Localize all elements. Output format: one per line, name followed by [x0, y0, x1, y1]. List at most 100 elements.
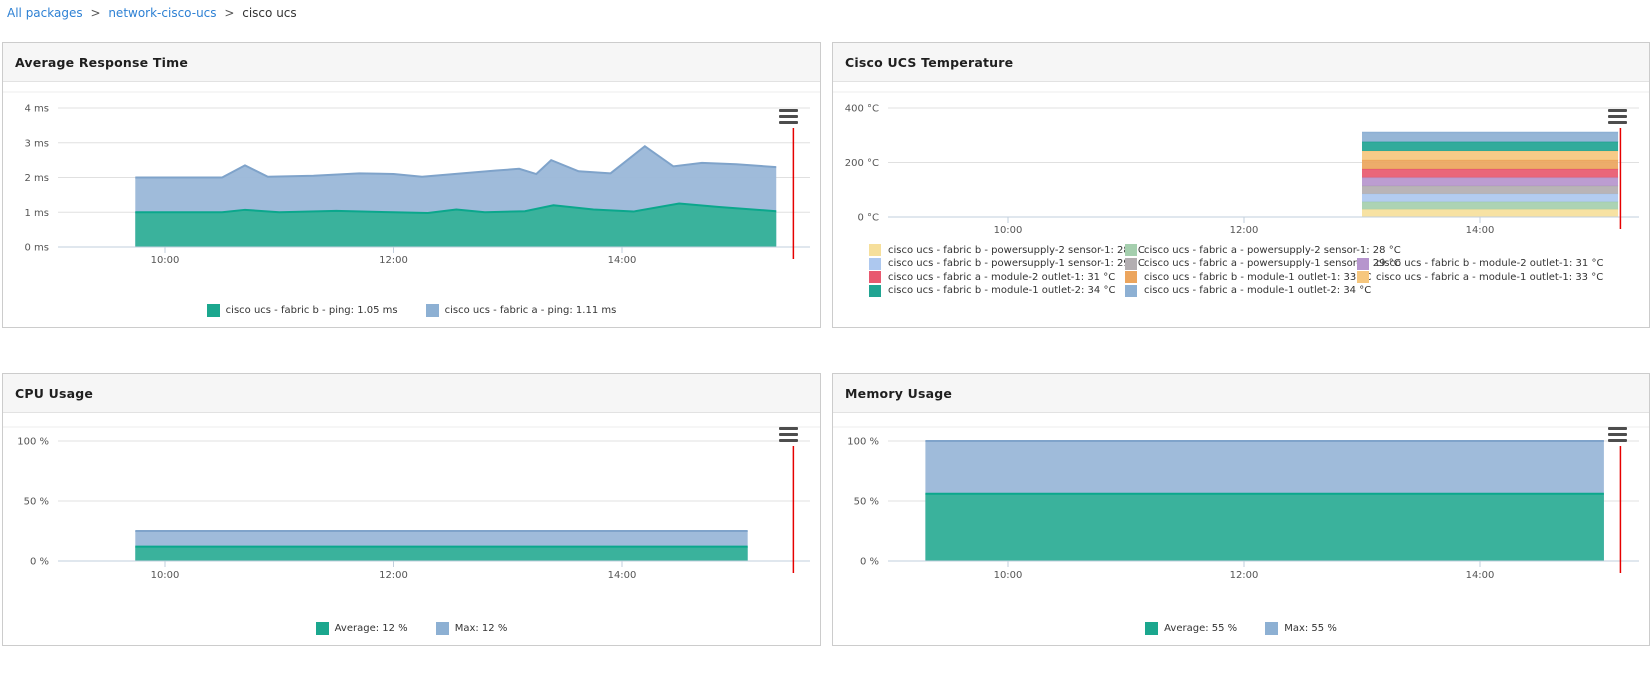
legend-item: Average: 12 %: [315, 622, 408, 635]
chart-legend: Average: 12 % Max: 12 %: [3, 622, 820, 635]
svg-text:12:00: 12:00: [1230, 570, 1259, 581]
legend-swatch: [1125, 271, 1137, 283]
legend-item: cisco ucs - fabric b - module-1 outlet-1…: [1125, 271, 1371, 283]
breadcrumb-link-all-packages[interactable]: All packages: [7, 6, 83, 20]
panel-header: CPU Usage: [3, 374, 820, 413]
svg-text:14:00: 14:00: [608, 255, 637, 266]
chart-menu-icon[interactable]: [779, 109, 798, 124]
breadcrumb: All packages > network-cisco-ucs > cisco…: [7, 6, 297, 20]
svg-text:2 ms: 2 ms: [25, 173, 50, 184]
temperature-legend: cisco ucs - fabric b - powersupply-2 sen…: [869, 244, 1649, 297]
svg-text:0 ms: 0 ms: [25, 243, 50, 254]
legend-swatch: [1357, 257, 1369, 270]
cpu-usage-chart: 0 % 50 % 100 % 10:00 12:00 14:00: [3, 426, 820, 581]
breadcrumb-separator: >: [90, 6, 101, 20]
legend-swatch: [869, 284, 881, 297]
legend-swatch: [1125, 284, 1137, 297]
legend-swatch: [1125, 257, 1137, 270]
svg-text:200 °C: 200 °C: [845, 158, 879, 169]
panel-average-response-time: Average Response Time 0 ms 1 ms 2 ms 3 ms 4 …: [2, 42, 821, 328]
svg-text:100 %: 100 %: [17, 437, 49, 448]
svg-text:12:00: 12:00: [379, 570, 408, 581]
legend-swatch: [1145, 622, 1159, 635]
panel-header: Average Response Time: [3, 43, 820, 82]
legend-item: cisco ucs - fabric a - module-1 outlet-1…: [1357, 271, 1649, 283]
legend-swatch: [1265, 622, 1279, 635]
chart-menu-icon[interactable]: [779, 427, 798, 442]
legend-swatch: [869, 271, 881, 283]
legend-label: cisco ucs - fabric b - powersupply-2 sen…: [888, 244, 1145, 256]
svg-text:10:00: 10:00: [994, 570, 1023, 581]
svg-text:100 %: 100 %: [847, 437, 879, 448]
svg-text:14:00: 14:00: [1466, 570, 1495, 581]
legend-item: cisco ucs - fabric b - module-1 outlet-2…: [869, 284, 1125, 297]
chart-legend: Average: 55 % Max: 55 %: [833, 622, 1649, 635]
legend-label: cisco ucs - fabric b - module-2 outlet-1…: [1376, 258, 1604, 269]
temperature-chart: 0 °C 200 °C 400 °C 10:00 12:00 14:00: [833, 91, 1649, 236]
legend-item: cisco ucs - fabric b - ping: 1.05 ms: [206, 304, 398, 317]
legend-item: Average: 55 %: [1145, 622, 1237, 635]
svg-text:10:00: 10:00: [151, 570, 180, 581]
svg-text:14:00: 14:00: [1466, 225, 1495, 236]
legend-label: cisco ucs - fabric b - module-1 outlet-1…: [1144, 271, 1372, 283]
legend-label: cisco ucs - fabric a - module-1 outlet-2…: [1144, 285, 1372, 296]
svg-text:50 %: 50 %: [24, 497, 49, 508]
legend-item: cisco ucs - fabric b - module-2 outlet-1…: [1357, 257, 1649, 270]
page-title: Cisco UCS Temperature: [845, 54, 1014, 70]
svg-text:10:00: 10:00: [151, 255, 180, 266]
legend-label: Max: 55 %: [1284, 623, 1337, 634]
svg-text:0 %: 0 %: [860, 557, 879, 568]
svg-text:50 %: 50 %: [854, 497, 879, 508]
breadcrumb-separator: >: [224, 6, 235, 20]
svg-text:10:00: 10:00: [994, 225, 1023, 236]
legend-label: cisco ucs - fabric b - ping: 1.05 ms: [225, 305, 398, 316]
svg-text:12:00: 12:00: [379, 255, 408, 266]
legend-item: cisco ucs - fabric a - powersupply-2 sen…: [1125, 244, 1401, 256]
legend-swatch: [1125, 244, 1137, 256]
panel-cisco-ucs-temperature: Cisco UCS Temperature 0 °C 200 °C 400 °C 10…: [832, 42, 1650, 328]
legend-item: cisco ucs - fabric b - powersupply-1 sen…: [869, 257, 1145, 270]
svg-text:12:00: 12:00: [1230, 225, 1259, 236]
svg-text:3 ms: 3 ms: [25, 138, 50, 149]
legend-item: cisco ucs - fabric a - module-1 outlet-2…: [1125, 284, 1371, 297]
svg-text:14:00: 14:00: [608, 570, 637, 581]
legend-swatch: [315, 622, 329, 635]
page-title: Memory Usage: [845, 385, 953, 401]
svg-text:400 °C: 400 °C: [845, 104, 879, 115]
legend-swatch: [206, 304, 220, 317]
chart-menu-icon[interactable]: [1608, 109, 1627, 124]
legend-item: cisco ucs - fabric b - powersupply-2 sen…: [869, 244, 1145, 256]
memory-usage-chart: 0 % 50 % 100 % 10:00 12:00 14:00: [833, 426, 1649, 581]
svg-text:1 ms: 1 ms: [25, 208, 50, 219]
chart-menu-icon[interactable]: [1608, 427, 1627, 442]
legend-item: cisco ucs - fabric a - ping: 1.11 ms: [425, 304, 617, 317]
legend-label: cisco ucs - fabric a - module-1 outlet-1…: [1376, 271, 1604, 283]
page-title: CPU Usage: [15, 385, 94, 401]
panel-cpu-usage: CPU Usage 0 % 50 % 100 % 10:00 12:00 14:00 Av…: [2, 373, 821, 646]
breadcrumb-link-package[interactable]: network-cisco-ucs: [108, 6, 217, 20]
chart-legend: cisco ucs - fabric b - ping: 1.05 ms cisc…: [3, 304, 820, 317]
legend-item: Max: 12 %: [435, 622, 508, 635]
svg-text:0 °C: 0 °C: [857, 213, 879, 224]
legend-label: Max: 12 %: [454, 623, 508, 634]
legend-item: Max: 55 %: [1265, 622, 1337, 635]
legend-label: cisco ucs - fabric b - module-1 outlet-2…: [888, 285, 1116, 296]
legend-swatch: [869, 244, 881, 256]
page-title: Average Response Time: [15, 54, 188, 70]
breadcrumb-current: cisco ucs: [242, 6, 297, 20]
panel-header: Cisco UCS Temperature: [833, 43, 1649, 82]
svg-text:4 ms: 4 ms: [25, 104, 50, 115]
svg-text:0 %: 0 %: [30, 557, 49, 568]
avg-response-time-chart: 0 ms 1 ms 2 ms 3 ms 4 ms 10:00 12:00 14:00: [3, 91, 820, 266]
legend-label: cisco ucs - fabric a - ping: 1.11 ms: [444, 305, 617, 316]
legend-label: cisco ucs - fabric a - powersupply-2 sen…: [1144, 244, 1401, 256]
legend-item: cisco ucs - fabric a - module-2 outlet-1…: [869, 271, 1125, 283]
legend-item: cisco ucs - fabric a - powersupply-1 sen…: [1125, 257, 1401, 270]
legend-label: Average: 12 %: [334, 623, 408, 634]
legend-label: cisco ucs - fabric b - powersupply-1 sen…: [888, 258, 1145, 269]
panel-memory-usage: Memory Usage 0 % 50 % 100 % 10:00 12:00 14:00…: [832, 373, 1650, 646]
legend-swatch: [869, 257, 881, 270]
legend-label: cisco ucs - fabric a - powersupply-1 sen…: [1144, 258, 1401, 269]
panel-header: Memory Usage: [833, 374, 1649, 413]
legend-label: cisco ucs - fabric a - module-2 outlet-1…: [888, 271, 1116, 283]
